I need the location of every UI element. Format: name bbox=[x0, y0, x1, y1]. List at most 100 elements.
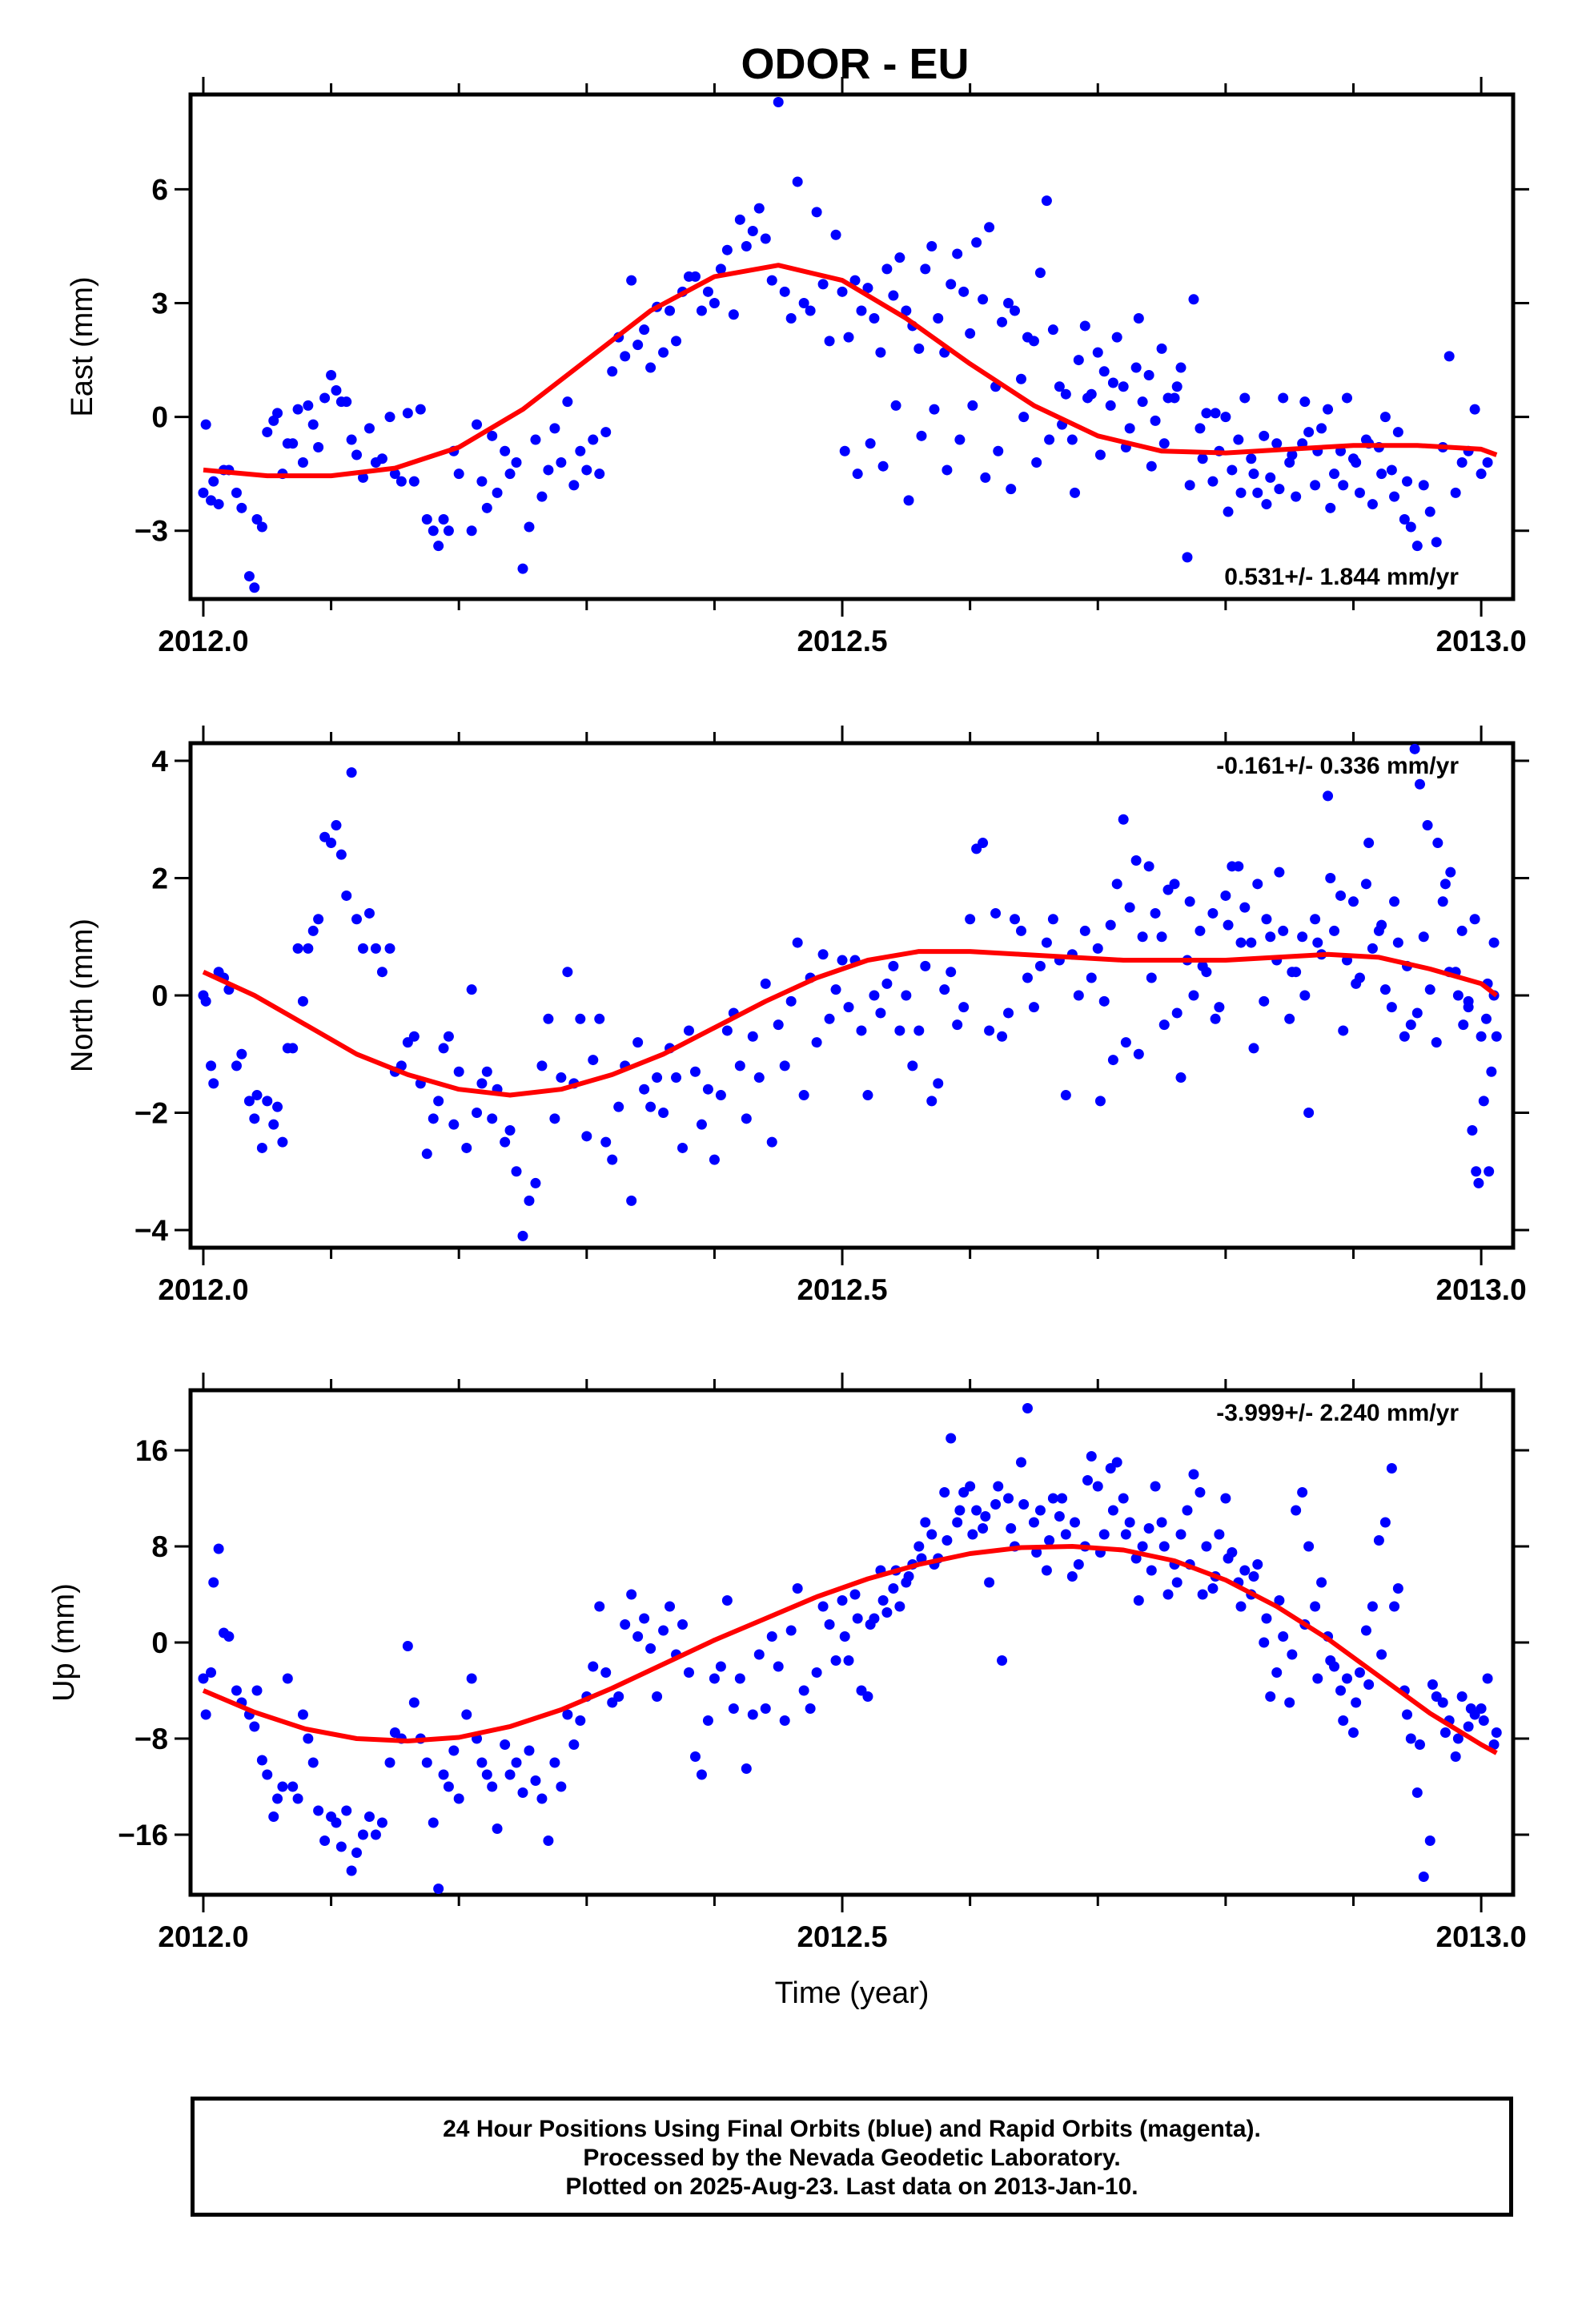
east-ytick-label: 6 bbox=[151, 173, 168, 206]
up-data-point bbox=[839, 1631, 850, 1642]
north-data-point bbox=[1111, 879, 1122, 890]
up-data-point bbox=[760, 1703, 771, 1714]
up-data-point bbox=[1047, 1493, 1058, 1504]
north-data-point bbox=[1445, 866, 1456, 878]
north-data-point bbox=[920, 960, 931, 971]
east-data-point bbox=[303, 400, 314, 411]
north-data-point bbox=[1491, 1031, 1502, 1042]
north-data-point bbox=[556, 1072, 567, 1084]
north-data-point bbox=[1003, 1007, 1014, 1019]
up-xlabel: Time (year) bbox=[775, 1976, 930, 2010]
up-data-point bbox=[1066, 1571, 1078, 1582]
up-data-point bbox=[1424, 1835, 1435, 1846]
north-data-point bbox=[326, 838, 337, 849]
up-data-point bbox=[1452, 1733, 1464, 1744]
east-data-point bbox=[1195, 423, 1206, 434]
up-data-point bbox=[357, 1829, 368, 1840]
east-data-point bbox=[1261, 499, 1272, 510]
north-data-point bbox=[1107, 1055, 1118, 1066]
east-ytick-label: −3 bbox=[135, 515, 168, 548]
north-data-point bbox=[875, 1007, 886, 1019]
up-data-point bbox=[1271, 1667, 1283, 1678]
north-data-point bbox=[1379, 984, 1391, 995]
up-data-point bbox=[1312, 1673, 1323, 1684]
north-data-point bbox=[487, 1113, 498, 1124]
north-data-point bbox=[869, 990, 880, 1001]
north-data-point bbox=[421, 1148, 432, 1160]
east-data-point bbox=[443, 525, 454, 537]
north-xtick-label: 2012.5 bbox=[797, 1273, 887, 1306]
east-data-point bbox=[1070, 487, 1081, 498]
north-data-point bbox=[1452, 990, 1464, 1001]
east-data-point bbox=[1310, 480, 1321, 491]
north-data-point bbox=[530, 1177, 541, 1188]
east-data-point bbox=[1227, 464, 1238, 476]
up-panel: 2012.0 2012.5 2013.0 −16 −8 0 8 16 Up (mm) Time (… bbox=[47, 1373, 1529, 2010]
up-data-point bbox=[1006, 1523, 1017, 1534]
east-data-point bbox=[1354, 487, 1365, 498]
up-data-point bbox=[297, 1709, 308, 1720]
up-data-point bbox=[1133, 1595, 1144, 1606]
up-data-point bbox=[677, 1619, 689, 1630]
north-data-point bbox=[1118, 814, 1129, 825]
east-data-point bbox=[1034, 267, 1046, 279]
east-data-point bbox=[1201, 408, 1212, 419]
east-data-point bbox=[1265, 472, 1276, 483]
north-ylabel: North (mm) bbox=[66, 919, 99, 1072]
east-data-point bbox=[958, 286, 970, 297]
north-data-point bbox=[1329, 925, 1340, 936]
east-ytick-label: 3 bbox=[151, 287, 168, 320]
north-data-point bbox=[1480, 1013, 1492, 1024]
east-data-point bbox=[1329, 468, 1340, 480]
east-data-point bbox=[747, 226, 758, 237]
up-data-point bbox=[824, 1619, 835, 1630]
east-data-point bbox=[1018, 412, 1030, 423]
north-data-point bbox=[1476, 1031, 1487, 1042]
north-data-point bbox=[1351, 978, 1362, 989]
up-xtick-label: 2012.5 bbox=[797, 1920, 887, 1953]
up-data-point bbox=[1195, 1487, 1206, 1498]
up-data-point bbox=[1070, 1517, 1081, 1528]
north-data-point bbox=[1473, 1177, 1484, 1188]
east-data-point bbox=[1476, 468, 1487, 480]
north-data-point bbox=[1284, 1013, 1295, 1024]
up-data-point bbox=[1360, 1625, 1371, 1636]
north-data-point bbox=[817, 949, 829, 960]
east-data-point bbox=[766, 275, 777, 286]
east-data-point bbox=[1111, 332, 1122, 343]
north-data-point bbox=[1409, 743, 1420, 754]
east-data-point bbox=[952, 248, 963, 259]
up-data-point bbox=[658, 1625, 669, 1636]
east-data-point bbox=[901, 305, 912, 316]
east-data-point bbox=[1291, 491, 1302, 502]
up-data-point bbox=[251, 1685, 263, 1696]
east-data-point bbox=[363, 423, 375, 434]
north-data-point bbox=[837, 955, 848, 966]
east-data-point bbox=[1223, 506, 1234, 517]
east-data-point bbox=[1450, 487, 1461, 498]
east-data-point bbox=[894, 252, 905, 263]
north-data-point bbox=[824, 1013, 835, 1024]
up-data-point bbox=[1265, 1691, 1276, 1702]
north-data-point bbox=[741, 1113, 752, 1124]
up-data-point bbox=[1098, 1529, 1110, 1540]
north-data-point bbox=[1363, 838, 1375, 849]
up-data-point bbox=[734, 1673, 745, 1684]
up-data-point bbox=[1465, 1703, 1476, 1714]
north-data-point bbox=[1235, 937, 1247, 948]
up-data-point bbox=[865, 1619, 876, 1630]
east-xtick-label: 2013.0 bbox=[1436, 625, 1527, 657]
up-data-point bbox=[1478, 1715, 1489, 1726]
north-data-point bbox=[1214, 1002, 1225, 1013]
north-data-point bbox=[766, 1136, 777, 1148]
up-data-point bbox=[1392, 1583, 1403, 1594]
up-data-point bbox=[843, 1655, 854, 1666]
east-data-point bbox=[1248, 468, 1259, 480]
north-data-point bbox=[476, 1078, 488, 1089]
east-data-point bbox=[396, 476, 407, 487]
up-data-point bbox=[1118, 1493, 1129, 1504]
east-data-point bbox=[1274, 484, 1285, 495]
up-data-point bbox=[319, 1835, 331, 1846]
up-data-point bbox=[766, 1631, 777, 1642]
east-data-point bbox=[696, 305, 707, 316]
